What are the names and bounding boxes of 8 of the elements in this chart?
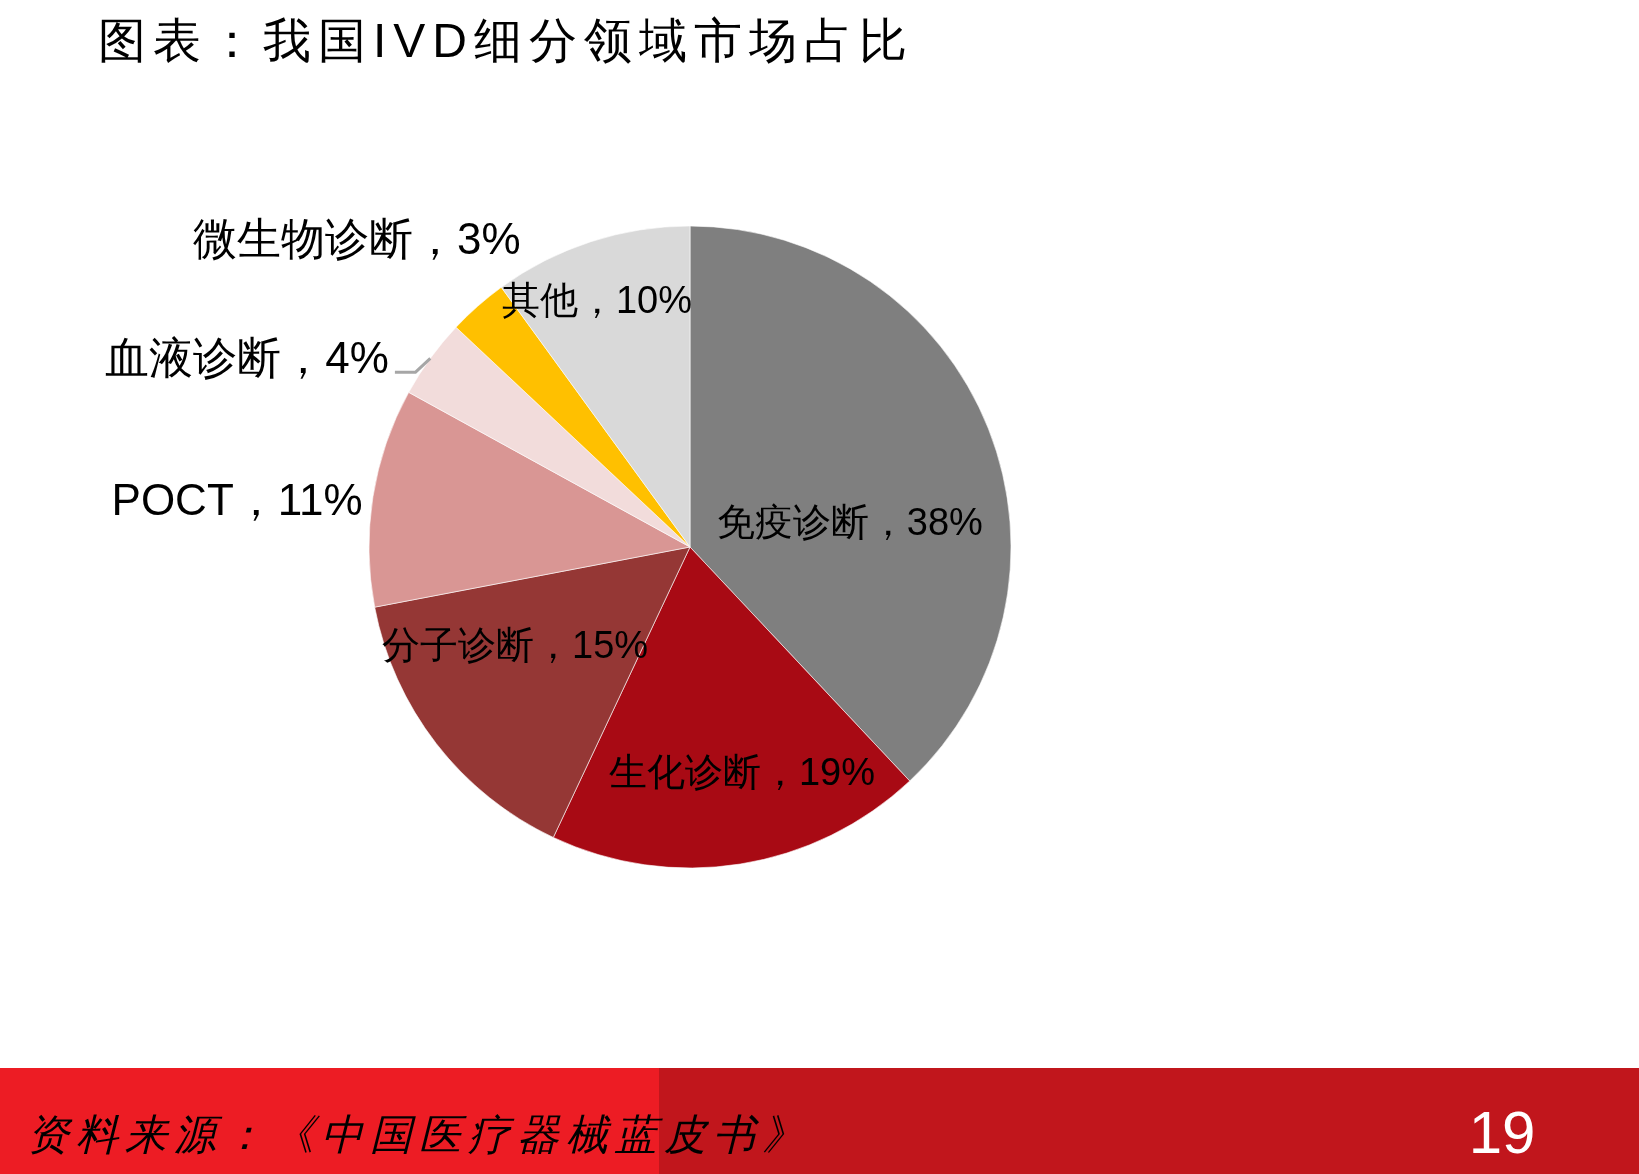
annotation: 19 <box>1468 1098 1536 1166</box>
data-label: 免疫诊断，38% <box>716 499 983 545</box>
title: 图表：我国IVD细分领域市场占比 <box>98 13 914 67</box>
data-label: 血液诊断，4% <box>105 331 389 384</box>
annotation: 资料来源：《中国医疗器械蓝皮书》 <box>27 1110 811 1158</box>
data-label: 生化诊断，19% <box>608 750 876 795</box>
data-label: POCT，11% <box>111 473 363 526</box>
data-label: 微生物诊断，3% <box>192 212 521 265</box>
